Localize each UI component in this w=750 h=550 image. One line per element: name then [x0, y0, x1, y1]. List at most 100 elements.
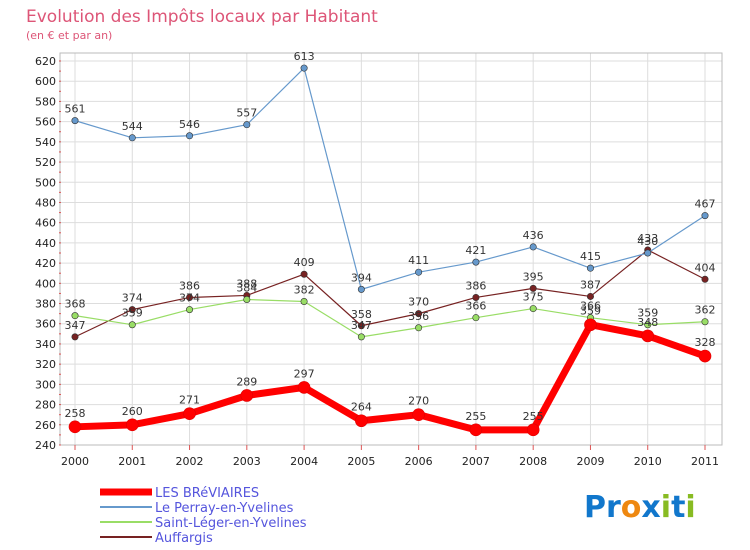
data-point [529, 305, 537, 313]
data-label: 359 [580, 305, 601, 318]
brand-part-i2: i [685, 490, 695, 525]
data-label: 356 [408, 310, 429, 323]
data-point [529, 243, 537, 251]
data-point [125, 418, 139, 432]
data-label: 359 [637, 307, 658, 320]
y-tick-label: 320 [35, 358, 56, 371]
data-label: 368 [65, 298, 86, 311]
data-point [641, 329, 655, 343]
data-label: 362 [695, 304, 716, 317]
chart-subtitle: (en € et par an) [26, 29, 112, 42]
data-point [584, 318, 597, 332]
y-tick-label: 560 [35, 116, 56, 129]
data-label: 561 [65, 103, 86, 116]
y-tick-label: 420 [35, 257, 56, 270]
x-tick-label: 2008 [519, 455, 547, 468]
data-point [243, 121, 251, 129]
data-label: 255 [465, 410, 486, 423]
data-label: 374 [179, 292, 200, 305]
data-point [701, 275, 709, 283]
x-tick-label: 2006 [405, 455, 433, 468]
plot-area [59, 52, 723, 446]
data-point [355, 414, 368, 428]
data-label: 411 [408, 254, 429, 267]
y-tick-label: 580 [35, 95, 56, 108]
data-point [701, 318, 709, 326]
svg-text:Proxiti: Proxiti [584, 490, 696, 525]
data-label: 395 [523, 270, 544, 283]
y-tick-label: 300 [35, 378, 56, 391]
y-tick-label: 340 [35, 338, 56, 351]
data-label: 386 [179, 279, 200, 292]
y-tick-label: 520 [35, 156, 56, 169]
x-axis: 2000 2001 2002 2003 2004 2005 2006 2007 2008 2009… [61, 445, 719, 468]
data-label: 421 [465, 244, 486, 257]
chart-title: Evolution des Impôts locaux par Habitant [26, 7, 378, 27]
data-point [71, 333, 79, 341]
grid [60, 53, 722, 446]
brand-logo: Proxiti [584, 490, 696, 525]
x-tick-label: 2010 [634, 455, 662, 468]
data-point [415, 310, 423, 318]
data-point [297, 381, 311, 394]
data-point [183, 407, 196, 420]
data-point [357, 333, 365, 341]
data-point [357, 285, 365, 293]
y-tick-label: 500 [35, 176, 56, 189]
data-label: 544 [122, 120, 143, 133]
data-point [357, 322, 365, 330]
data-label: 430 [637, 235, 658, 248]
data-label: 394 [351, 271, 372, 284]
data-point [472, 258, 480, 266]
x-tick-label: 2005 [347, 455, 375, 468]
data-label: 255 [523, 410, 544, 423]
data-point [128, 306, 136, 314]
data-point [529, 284, 537, 292]
data-point [415, 268, 423, 276]
legend-label: LES BRéVIAIRES [155, 486, 259, 501]
data-label: 387 [580, 278, 601, 291]
data-point [186, 293, 194, 301]
data-label: 289 [236, 375, 257, 388]
data-point [412, 408, 425, 421]
y-tick-label: 620 [35, 55, 56, 68]
y-tick-label: 480 [35, 196, 56, 209]
data-label: 557 [236, 107, 257, 120]
data-label: 384 [236, 281, 257, 294]
series-line-1 [74, 67, 706, 290]
data-point [586, 292, 594, 300]
x-tick-label: 2002 [176, 455, 204, 468]
data-label: 613 [294, 50, 315, 63]
data-point [472, 314, 480, 322]
data-point [644, 321, 652, 329]
y-tick-label: 540 [35, 136, 56, 149]
data-label: 271 [179, 394, 200, 407]
y-tick-label: 280 [35, 399, 56, 412]
y-tick-label: 380 [35, 298, 56, 311]
x-tick-label: 2001 [118, 455, 146, 468]
brand-part-i1: i [661, 490, 671, 525]
brand-part-o: o [621, 490, 642, 525]
data-label: 328 [695, 336, 716, 349]
data-label: 270 [408, 395, 429, 408]
data-label: 436 [523, 229, 544, 242]
data-label: 348 [637, 316, 658, 329]
data-point [68, 420, 82, 434]
data-label: 258 [65, 407, 86, 420]
data-point [71, 312, 79, 320]
data-point [300, 270, 308, 278]
data-point [586, 264, 594, 272]
y-tick-label: 240 [35, 439, 56, 452]
data-label: 370 [408, 296, 429, 309]
legend-label: Le Perray-en-Yvelines [155, 501, 294, 516]
data-label: 415 [580, 250, 601, 263]
data-label: 386 [465, 279, 486, 292]
brand-part-x: x [641, 490, 660, 525]
data-point [71, 117, 79, 125]
data-point [472, 293, 480, 301]
data-point [243, 295, 251, 303]
data-point [128, 321, 136, 329]
series-line-3 [74, 249, 706, 338]
